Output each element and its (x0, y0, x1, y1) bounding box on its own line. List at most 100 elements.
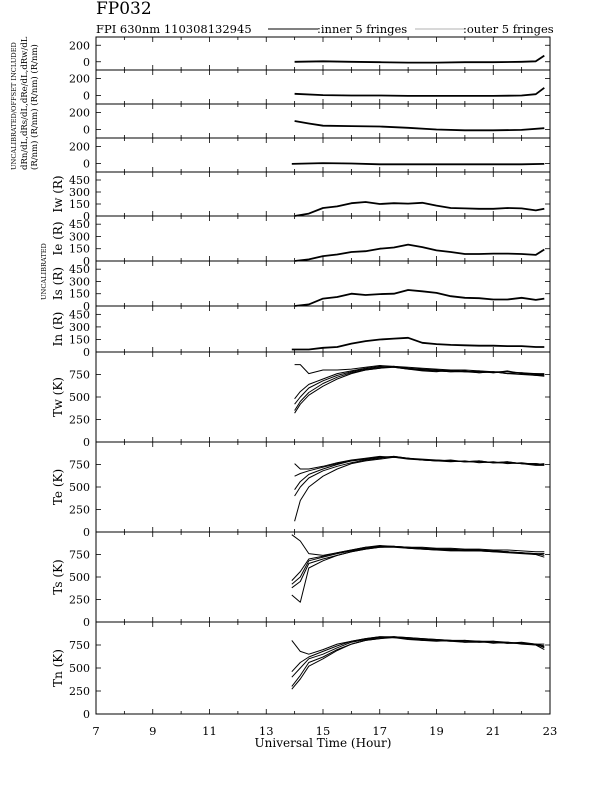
y-tick-label: 200 (69, 107, 90, 120)
y-tick-label: 750 (69, 369, 90, 382)
series-line (291, 636, 545, 655)
y-tick-label: 200 (69, 141, 90, 154)
series-line (291, 162, 545, 166)
x-tick-label: 11 (202, 724, 217, 738)
y-tick-label: 0 (83, 210, 90, 223)
series-line (294, 455, 545, 470)
panel-te: 0 250 500 750 Te (K) (51, 441, 551, 539)
series-line (294, 243, 545, 262)
y-tick-label: 300 (69, 321, 90, 334)
panel-frame (95, 531, 551, 623)
y-axis-label: Ts (K) (51, 559, 65, 594)
y-axis-label: Tn (K) (51, 649, 65, 687)
annotation-uncalibrated-offset: UNCALIBRATED/OFFSET INCLUDED (10, 42, 18, 170)
panel-tw: 0 250 500 750 Tw (K) (51, 351, 551, 449)
y-tick-label: 500 (69, 571, 90, 584)
series-line (294, 54, 545, 64)
annotation-derivative-units-2: (R/nm) (R/nm) (R/nm) (R/nm) (29, 44, 40, 170)
y-tick-label: 250 (69, 504, 90, 517)
series-line (294, 365, 545, 400)
y-axis-label: Tw (K) (51, 377, 65, 417)
legend-inner-label: :inner 5 fringes (317, 22, 407, 36)
annotation-derivative-units: dRn/dL,dRs/dL,dRe/dL,dRw/dL (20, 36, 30, 170)
panel-frame (95, 137, 551, 173)
x-tick-label: 17 (372, 724, 387, 738)
series-line (294, 365, 545, 414)
y-axis-label: In (R) (51, 312, 65, 347)
y-tick-label: 300 (69, 275, 90, 288)
series-line (294, 120, 545, 132)
y-tick-label: 0 (83, 436, 90, 449)
y-axis-label: Iw (R) (51, 175, 65, 212)
y-tick-label: 750 (69, 639, 90, 652)
y-tick-label: 300 (69, 230, 90, 243)
series-line (291, 545, 545, 603)
series-line (294, 364, 545, 375)
series-line (291, 637, 545, 687)
series-line (291, 534, 545, 556)
x-axis-label: Universal Time (Hour) (255, 736, 392, 750)
y-tick-label: 0 (83, 300, 90, 313)
y-tick-label: 300 (69, 186, 90, 199)
annotation-uncalibrated: UNCALIBRATED (40, 243, 48, 300)
y-tick-label: 450 (69, 218, 90, 231)
x-tick-labels: 7 9 11 13 15 17 19 21 23 (92, 724, 557, 738)
y-tick-label: 200 (69, 39, 90, 52)
y-tick-label: 500 (69, 391, 90, 404)
panel-frame (95, 351, 551, 443)
y-axis-label: Ie (R) (51, 221, 65, 255)
x-tick-label: 21 (486, 724, 501, 738)
y-tick-label: 150 (69, 333, 90, 346)
panel-frame (95, 621, 551, 715)
legend-outer-label: :outer 5 fringes (463, 22, 554, 36)
y-tick-label: 0 (83, 124, 90, 137)
y-tick-label: 500 (69, 481, 90, 494)
y-tick-label: 0 (83, 90, 90, 103)
y-tick-label: 750 (69, 459, 90, 472)
y-tick-label: 0 (83, 616, 90, 629)
y-tick-label: 450 (69, 308, 90, 321)
x-tick-label: 9 (149, 724, 156, 738)
y-tick-label: 750 (69, 549, 90, 562)
x-tick-label: 19 (429, 724, 444, 738)
series-line (294, 289, 545, 307)
series-line (291, 636, 545, 690)
panel-ts: 0 250 500 750 Ts (K) (51, 531, 551, 629)
y-tick-label: 450 (69, 174, 90, 187)
x-tick-label: 13 (259, 724, 274, 738)
series-line (291, 545, 545, 581)
y-tick-label: 0 (83, 708, 90, 721)
y-tick-label: 0 (83, 158, 90, 171)
y-tick-label: 250 (69, 594, 90, 607)
chart-title: FP032 (96, 0, 152, 19)
y-tick-label: 450 (69, 263, 90, 276)
panel-frame (95, 441, 551, 533)
panel-frame (95, 103, 551, 139)
y-tick-label: 200 (69, 73, 90, 86)
x-tick-label: 7 (92, 724, 99, 738)
y-tick-label: 250 (69, 414, 90, 427)
series-line (294, 87, 545, 97)
y-tick-label: 500 (69, 662, 90, 675)
chart-subtitle: FPI 630nm 110308132945 (96, 22, 252, 36)
panel-frame (95, 69, 551, 105)
x-tick-label: 15 (316, 724, 331, 738)
series-line (291, 336, 545, 351)
y-axis-label: Te (K) (51, 469, 65, 505)
y-tick-label: 0 (83, 526, 90, 539)
y-tick-label: 0 (83, 56, 90, 69)
y-tick-label: 0 (83, 255, 90, 268)
y-tick-label: 250 (69, 685, 90, 698)
y-tick-label: 0 (83, 346, 90, 359)
y-tick-label: 150 (69, 198, 90, 211)
panel-tn: 0 250 500 750 Tn (K) (51, 621, 551, 721)
